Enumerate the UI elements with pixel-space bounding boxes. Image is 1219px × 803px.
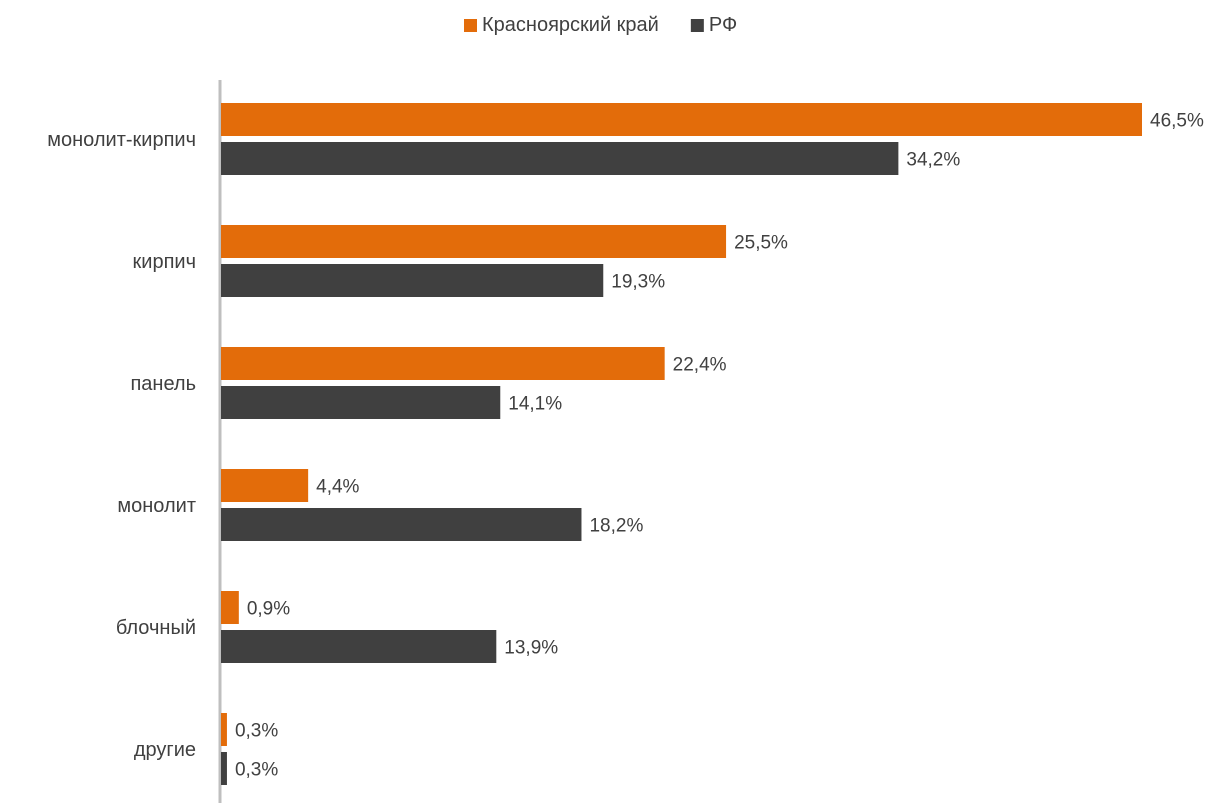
bar-rf-1 <box>221 264 604 297</box>
data-label-region-2: 22,4% <box>673 355 727 376</box>
category-labels-group: монолит-кирпич кирпич панель монолит блочный… <box>47 129 196 761</box>
data-label-region-1: 25,5% <box>734 233 788 254</box>
data-label-rf-0: 34,2% <box>906 150 960 171</box>
bar-rf-0 <box>221 142 899 175</box>
category-label-5: другие <box>134 739 196 761</box>
data-label-rf-1: 19,3% <box>611 272 665 293</box>
category-label-3: монолит <box>117 495 196 517</box>
legend-swatch-0 <box>464 19 477 32</box>
bar-region-1 <box>221 225 727 258</box>
legend-swatch-1 <box>690 19 704 32</box>
category-label-4: блочный <box>116 617 196 639</box>
bars-group <box>221 103 1142 785</box>
data-label-region-5: 0,3% <box>235 721 278 742</box>
bar-region-0 <box>221 103 1142 136</box>
data-label-rf-2: 14,1% <box>508 394 562 415</box>
bar-rf-3 <box>221 508 582 541</box>
category-label-0: монолит-кирпич <box>47 129 196 151</box>
legend-label-1: РФ <box>709 14 737 36</box>
bar-region-2 <box>221 347 665 380</box>
data-label-rf-5: 0,3% <box>235 760 278 781</box>
data-label-region-4: 0,9% <box>247 599 290 620</box>
bar-rf-4 <box>221 630 497 663</box>
bar-rf-5 <box>221 752 227 785</box>
bar-region-4 <box>221 591 239 624</box>
data-label-region-3: 4,4% <box>316 477 359 498</box>
data-label-rf-3: 18,2% <box>589 516 643 537</box>
bar-region-3 <box>221 469 309 502</box>
bar-region-5 <box>221 713 227 746</box>
legend: Красноярский край РФ <box>464 14 737 36</box>
data-label-rf-4: 13,9% <box>504 638 558 659</box>
data-label-region-0: 46,5% <box>1150 111 1204 132</box>
legend-label-0: Красноярский край <box>482 14 659 36</box>
bar-rf-2 <box>221 386 501 419</box>
category-label-2: панель <box>130 373 196 395</box>
data-labels-group: 46,5% 34,2% 25,5% 19,3% 22,4% 14,1% 4,4% 18,2% 0… <box>235 111 1204 781</box>
category-label-1: кирпич <box>133 251 196 273</box>
